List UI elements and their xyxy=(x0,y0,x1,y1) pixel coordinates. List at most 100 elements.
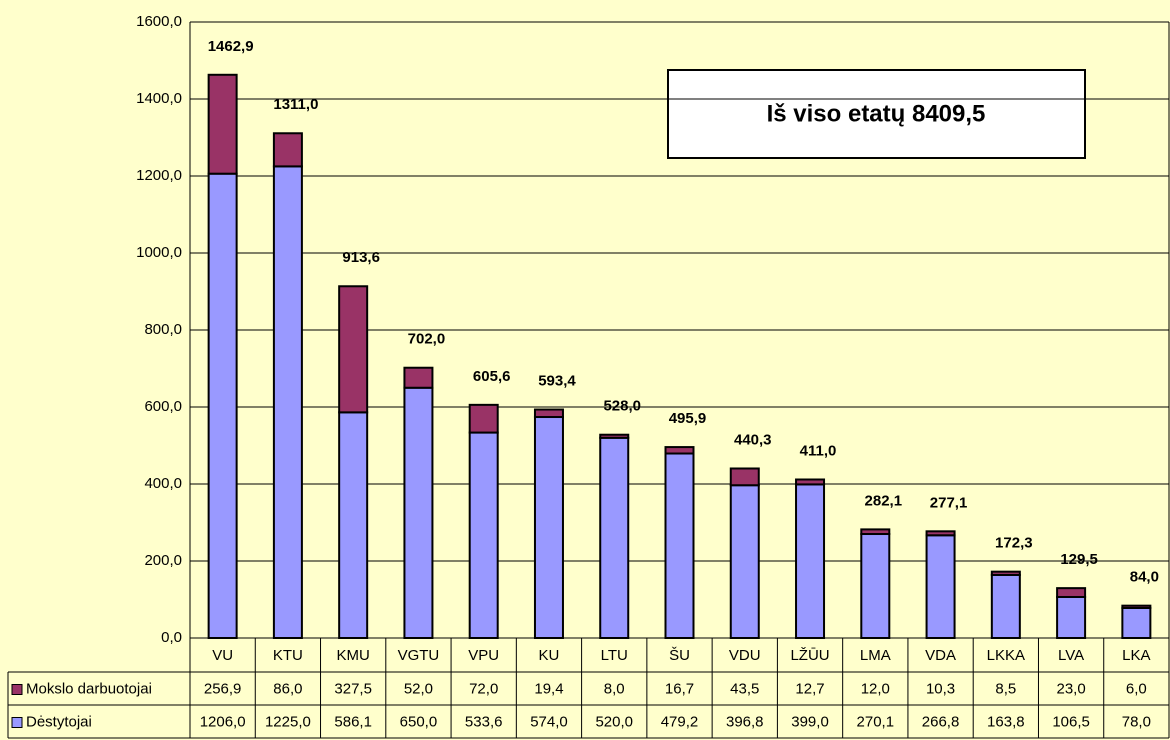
table-value: 1206,0 xyxy=(200,713,246,730)
x-tick-label: LVA xyxy=(1058,647,1084,664)
table-value: 78,0 xyxy=(1122,713,1151,730)
bar-segment xyxy=(403,386,434,639)
legend-swatch xyxy=(11,684,23,695)
x-tick-label: KU xyxy=(539,647,560,664)
bar-segment xyxy=(272,132,303,168)
y-tick-label: 1000,0 xyxy=(136,244,182,261)
y-tick-label: 200,0 xyxy=(144,552,182,569)
total-label: 702,0 xyxy=(408,331,446,348)
bar-segment xyxy=(338,411,369,639)
bar-segment xyxy=(925,530,956,537)
bar-segment xyxy=(664,452,695,639)
x-tick-label: LKA xyxy=(1122,647,1150,664)
bar-segment xyxy=(1056,587,1087,598)
total-label: 84,0 xyxy=(1130,569,1159,586)
table-value: 72,0 xyxy=(469,680,498,697)
table-value: 256,9 xyxy=(204,680,242,697)
table-value: 10,3 xyxy=(926,680,955,697)
table-value: 16,7 xyxy=(665,680,694,697)
table-value: 106,5 xyxy=(1052,713,1090,730)
bar-segment xyxy=(795,483,826,640)
bar-segment xyxy=(272,165,303,639)
bar-segment xyxy=(468,403,499,434)
bar-segment xyxy=(860,533,891,639)
bar-segment xyxy=(1121,604,1152,609)
table-value: 586,1 xyxy=(334,713,372,730)
y-tick-label: 0,0 xyxy=(161,629,182,646)
y-tick-label: 1600,0 xyxy=(136,13,182,30)
bar-segment xyxy=(795,478,826,486)
table-value: 533,6 xyxy=(465,713,503,730)
bar-segment xyxy=(990,570,1021,576)
table-value: 23,0 xyxy=(1056,680,1085,697)
table-value: 1225,0 xyxy=(265,713,311,730)
table-value: 19,4 xyxy=(534,680,563,697)
total-label: 1311,0 xyxy=(273,96,318,113)
total-label: 282,1 xyxy=(865,492,903,509)
y-tick-label: 1200,0 xyxy=(136,167,182,184)
table-value: 327,5 xyxy=(334,680,372,697)
bar-segment xyxy=(599,433,630,439)
x-tick-label: VDA xyxy=(925,647,956,664)
y-tick-label: 400,0 xyxy=(144,475,182,492)
total-label: 172,3 xyxy=(995,535,1033,552)
annotation-box xyxy=(667,69,1086,159)
bar-segment xyxy=(1121,606,1152,639)
x-tick-label: VPU xyxy=(468,647,499,664)
total-label: 528,0 xyxy=(603,398,641,415)
table-value: 399,0 xyxy=(791,713,829,730)
bar-segment xyxy=(533,408,564,419)
table-value: 52,0 xyxy=(404,680,433,697)
bar-segment xyxy=(925,534,956,639)
total-label: 605,6 xyxy=(473,368,511,385)
table-value: 6,0 xyxy=(1126,680,1147,697)
bar-segment xyxy=(729,484,760,639)
table-value: 520,0 xyxy=(595,713,633,730)
annotation: Iš viso etatų 8409,5 xyxy=(767,100,986,127)
table-value: 266,8 xyxy=(922,713,960,730)
bar-segment xyxy=(207,172,238,639)
y-tick-label: 800,0 xyxy=(144,321,182,338)
x-tick-label: KTU xyxy=(273,647,303,664)
x-tick-label: VU xyxy=(212,647,233,664)
total-label: 593,4 xyxy=(538,373,576,390)
bar-segment xyxy=(533,416,564,640)
table-value: 650,0 xyxy=(400,713,438,730)
bar-segment xyxy=(729,467,760,487)
y-tick-label: 1400,0 xyxy=(136,90,182,107)
table-value: 12,7 xyxy=(795,680,824,697)
bar-segment xyxy=(468,431,499,639)
x-tick-label: VDU xyxy=(729,647,761,664)
table-value: 574,0 xyxy=(530,713,568,730)
bar-segment xyxy=(403,366,434,389)
bar-segment xyxy=(599,436,630,639)
x-tick-label: LTU xyxy=(601,647,628,664)
table-value: 8,5 xyxy=(995,680,1016,697)
x-tick-label: LMA xyxy=(860,647,891,664)
x-tick-label: LŽŪU xyxy=(790,647,829,664)
bar-segment xyxy=(1056,595,1087,639)
total-label: 129,5 xyxy=(1060,551,1098,568)
table-value: 270,1 xyxy=(857,713,895,730)
total-label: 411,0 xyxy=(800,442,837,459)
x-tick-label: ŠU xyxy=(669,647,690,664)
total-label: 440,3 xyxy=(734,431,772,448)
total-label: 913,6 xyxy=(342,249,380,266)
x-tick-label: LKKA xyxy=(987,647,1025,664)
table-value: 396,8 xyxy=(726,713,764,730)
legend-label: Dėstytojai xyxy=(26,713,92,730)
bar-segment xyxy=(860,528,891,536)
table-value: 86,0 xyxy=(273,680,302,697)
bar-segment xyxy=(207,73,238,175)
table-value: 8,0 xyxy=(604,680,625,697)
bar-segment xyxy=(990,573,1021,640)
legend-swatch xyxy=(11,717,23,728)
total-label: 277,1 xyxy=(930,494,968,511)
bar-segment xyxy=(664,446,695,455)
y-tick-label: 600,0 xyxy=(144,398,182,415)
table-value: 43,5 xyxy=(730,680,759,697)
table-value: 479,2 xyxy=(661,713,699,730)
table-value: 12,0 xyxy=(861,680,890,697)
table-value: 163,8 xyxy=(987,713,1025,730)
